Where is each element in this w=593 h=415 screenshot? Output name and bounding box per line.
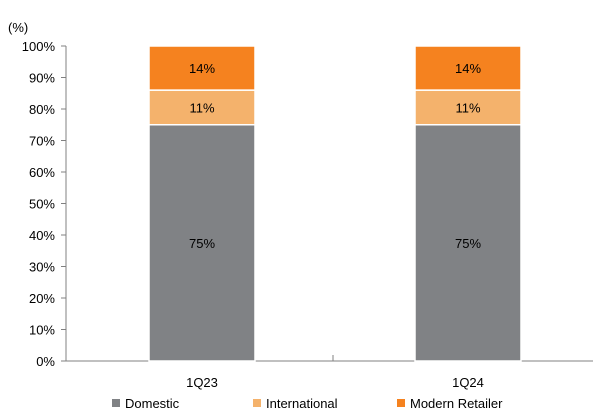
y-tick-label: 90%	[29, 71, 55, 86]
legend-swatch	[253, 399, 261, 407]
data-label: 11%	[189, 100, 214, 115]
y-unit-label: (%)	[8, 20, 28, 35]
data-label: 75%	[189, 236, 215, 251]
bar-segment-international	[148, 89, 256, 126]
bar-segment-modern-retailer	[414, 45, 522, 91]
y-tick-label: 100%	[22, 39, 56, 54]
legend: Domestic International Modern Retailer	[112, 396, 503, 411]
x-labels: 1Q23 1Q24	[186, 375, 484, 390]
y-tick-label: 50%	[29, 197, 55, 212]
data-label: 11%	[455, 100, 480, 115]
y-tick-label: 70%	[29, 134, 55, 149]
data-label: 14%	[455, 61, 481, 76]
legend-label: Domestic	[125, 396, 180, 411]
data-label: 14%	[189, 61, 215, 76]
legend-swatch	[112, 399, 120, 407]
legend-label: Modern Retailer	[410, 396, 503, 411]
x-tick-label: 1Q23	[186, 375, 218, 390]
bar-segment-domestic	[414, 124, 522, 362]
y-tick-label: 60%	[29, 165, 55, 180]
legend-swatch	[397, 399, 405, 407]
y-tick-label: 80%	[29, 102, 55, 117]
y-tick-label: 10%	[29, 323, 55, 338]
legend-label: International	[266, 396, 338, 411]
y-ticks: 0% 10% 20% 30% 40% 50% 60% 70% 80% 90% 100%	[22, 39, 334, 369]
bar-segment-modern-retailer	[148, 45, 256, 91]
bars: 75% 11% 14% 75% 11% 14%	[148, 45, 522, 362]
x-tick-label: 1Q24	[452, 375, 484, 390]
y-tick-label: 40%	[29, 228, 55, 243]
bar-segment-domestic	[148, 124, 256, 362]
y-tick-label: 0%	[36, 354, 55, 369]
data-label: 75%	[455, 236, 481, 251]
y-tick-label: 20%	[29, 291, 55, 306]
y-tick-label: 30%	[29, 260, 55, 275]
